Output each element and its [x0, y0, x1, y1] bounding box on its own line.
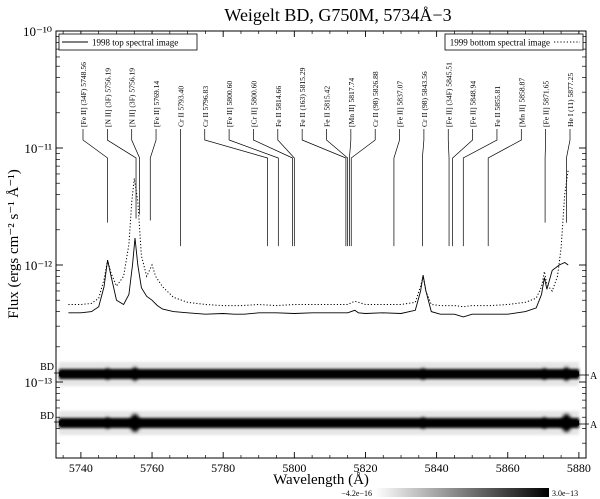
annotation-leader-line	[393, 129, 400, 247]
legend-left-frame	[58, 33, 198, 51]
strip-right-label: A	[590, 371, 598, 382]
annotation-leader-line	[544, 129, 547, 223]
y-axis: 10⁻¹³ 10⁻¹² 10⁻¹¹ 10⁻¹⁰	[23, 24, 586, 444]
annotation-leader-line	[301, 129, 347, 247]
annotation-label: [Mn II] 5817.74	[347, 78, 356, 127]
annotation-label: [Fe II] (34F) 5748.56	[79, 62, 88, 127]
annotation-leader-line	[326, 129, 349, 247]
annotation-label: Fe II 5855.81	[493, 86, 502, 127]
annotation-label: Cr II 5793.40	[176, 86, 185, 127]
strip-left-label: BD	[40, 411, 54, 422]
legend-entry-1998: 1998 top spectral image	[92, 38, 178, 48]
emission-blob	[563, 367, 570, 381]
legend-entry-1999: 1999 bottom spectral image	[450, 38, 550, 48]
annotation-label: He I (11) 5877.25	[566, 73, 575, 127]
annotation-leader-line	[204, 129, 268, 247]
annotation-label: Cr II (98) 5843.56	[420, 71, 429, 127]
annotation-label: [Fe II] 5871.65	[542, 81, 551, 127]
x-tick-label: 5820	[353, 461, 377, 475]
plot-frame	[55, 30, 587, 459]
emission-blob	[131, 367, 138, 381]
annotation-leader-line	[566, 129, 571, 223]
annotation-leader-line	[253, 129, 293, 247]
x-tick-label: 5840	[425, 461, 449, 475]
strip-right-label: A	[590, 420, 598, 431]
series-1998-line	[68, 237, 569, 318]
series-lines	[68, 169, 569, 318]
annotation-label: [Fe II] (34F) 5845.51	[444, 62, 453, 127]
image-strips: BD A BD A	[40, 362, 598, 435]
annotation-leader-line	[82, 129, 108, 223]
annotation-label: [Cr II] 5800.60	[249, 81, 258, 127]
annotation-leader-line	[350, 129, 376, 247]
colorbar-min-label: −4.2e−16	[341, 489, 372, 498]
annotation-label: [N II] (3F) 5756.19	[128, 68, 137, 127]
emission-blob	[105, 368, 110, 380]
y-tick-label: 10⁻¹³	[24, 375, 52, 390]
emission-blob	[421, 417, 426, 429]
series-1999-line	[68, 169, 569, 308]
annotation-leader-line	[422, 129, 425, 247]
strip-center	[59, 420, 579, 426]
annotation-leader-line	[149, 129, 157, 221]
annotation-label: [Fe II] 5769.14	[152, 81, 161, 127]
colorbar: −4.2e−16 3.0e−13	[341, 488, 578, 498]
y-tick-label: 10⁻¹²	[24, 258, 52, 273]
emission-blob	[129, 414, 140, 432]
annotation-leader-line	[228, 129, 279, 247]
annotation-labels: [Fe II] (34F) 5748.56 [N II] (3F) 5756.19…	[79, 62, 575, 127]
annotation-lines	[82, 129, 571, 247]
x-axis-label: Wavelength (Å)	[273, 472, 369, 488]
annotation-label: [Fe II] 5848.94	[469, 81, 478, 127]
annotation-label: [Mn II] 5858.87	[517, 78, 526, 127]
legend-right-frame	[444, 33, 584, 51]
x-tick-label: 5740	[69, 461, 93, 475]
y-tick-label: 10⁻¹¹	[24, 141, 52, 156]
emission-blob	[542, 417, 547, 429]
colorbar-max-label: 3.0e−13	[552, 489, 578, 498]
x-tick-label: 5860	[496, 461, 520, 475]
y-tick-label: 10⁻¹⁰	[23, 24, 52, 39]
chart-title: Weigelt BD, G750M, 5734Å−3	[224, 5, 451, 25]
annotation-leader-line	[462, 129, 498, 247]
annotation-leader-line	[349, 129, 352, 247]
colorbar-gradient	[375, 488, 549, 497]
x-axis: 5740 5760 5780 5800 5820 5840 5860 5880	[62, 31, 591, 475]
spectral-image-strip: BD A	[40, 362, 598, 386]
annotation-label: Fe II 5814.66	[274, 86, 283, 127]
annotation-label: Cr II 5796.83	[201, 86, 210, 127]
annotation-leader-line	[452, 129, 473, 247]
annotation-label: [N II] (3F) 5756.19	[103, 68, 112, 127]
x-tick-label: 5800	[282, 461, 306, 475]
x-tick-label: 5880	[567, 461, 591, 475]
annotation-leader-line	[447, 129, 450, 247]
y-axis-label: Flux (ergs cm⁻² s⁻¹ Å⁻¹)	[6, 169, 22, 318]
emission-blob	[421, 368, 426, 380]
annotation-label: [Fe II] 5837.07	[396, 81, 405, 127]
annotation-label: Cr II (98) 5826.88	[371, 71, 380, 127]
legend-left: 1998 top spectral image	[58, 33, 198, 51]
x-tick-label: 5760	[140, 461, 164, 475]
annotation-label: Fe II (163) 5815.29	[298, 67, 307, 127]
emission-blob	[105, 417, 110, 429]
annotation-leader-line	[487, 129, 522, 247]
legend-right: 1999 bottom spectral image	[444, 33, 584, 51]
annotation-label: [Fe II] 5800.60	[225, 81, 234, 127]
strip-center	[59, 371, 579, 377]
annotation-leader-line	[131, 129, 140, 215]
strip-left-label: BD	[40, 362, 54, 373]
emission-blob	[542, 368, 547, 380]
x-tick-label: 5780	[211, 461, 235, 475]
annotation-label: Fe II 5815.42	[323, 86, 332, 127]
annotation-leader-line	[277, 129, 295, 247]
spectral-image-strip: BD A	[40, 411, 598, 435]
emission-blob	[561, 414, 572, 432]
annotation-leader-line	[106, 129, 137, 219]
